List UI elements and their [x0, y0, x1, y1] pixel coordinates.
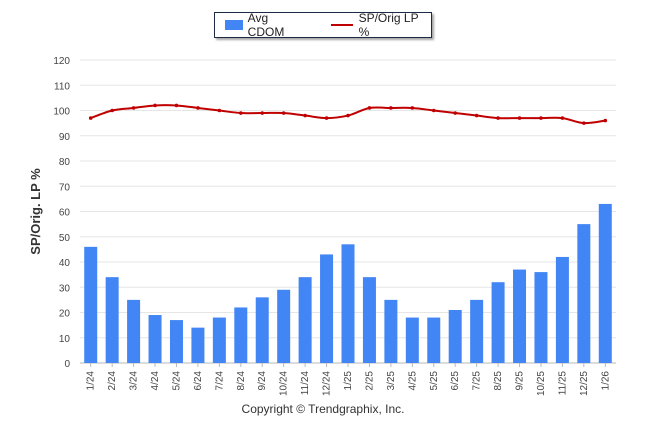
point-12/25 [582, 121, 586, 125]
x-tick-label: 6/24 [193, 371, 204, 391]
y-tick-label: 10 [59, 334, 71, 345]
point-5/24 [174, 103, 179, 108]
x-tick-label: 11/25 [557, 371, 568, 396]
x-tick-label: 8/24 [236, 371, 247, 391]
x-tick-label: 12/24 [322, 371, 333, 396]
x-tick-label: 1/25 [343, 371, 354, 391]
bar-1/26 [598, 203, 612, 363]
bar-2/25 [362, 277, 376, 363]
x-tick-label: 9/25 [515, 371, 526, 391]
point-7/25 [474, 113, 479, 118]
x-tick-label: 11/24 [300, 371, 311, 396]
bar-12/25 [577, 224, 591, 363]
x-tick-label: 2/24 [107, 371, 118, 391]
x-tick-label: 2/25 [364, 371, 375, 391]
y-tick-label: 70 [59, 182, 71, 193]
point-11/24 [303, 113, 307, 118]
point-3/24 [131, 106, 136, 110]
x-tick-label: 4/25 [407, 371, 418, 391]
bar-5/24 [169, 320, 183, 363]
x-tick-label: 9/24 [257, 371, 268, 391]
bar-12/24 [320, 254, 334, 363]
x-tick-label: 7/24 [214, 371, 225, 391]
point-3/25 [389, 106, 393, 110]
y-tick-label: 120 [53, 56, 70, 67]
point-1/25 [346, 113, 350, 118]
x-tick-label: 3/25 [386, 371, 397, 391]
bar-3/25 [384, 299, 398, 363]
x-tick-label: 4/24 [150, 371, 161, 391]
point-10/24 [281, 111, 286, 115]
bar-11/25 [555, 256, 569, 363]
legend-item-avg-cdom[interactable]: Avg CDOM [225, 11, 307, 39]
point-8/24 [239, 111, 243, 115]
x-tick-label: 1/26 [600, 371, 611, 391]
point-6/24 [196, 106, 200, 110]
bar-10/25 [534, 272, 548, 363]
point-2/25 [367, 106, 372, 110]
point-10/25 [539, 116, 543, 120]
point-4/25 [410, 106, 415, 110]
y-tick-label: 80 [59, 157, 71, 168]
y-axis-title: SP/Orig. LP % [28, 168, 43, 255]
bar-8/24 [234, 307, 248, 363]
x-tick-label: 10/25 [536, 371, 547, 396]
y-tick-label: 40 [59, 258, 71, 269]
point-2/24 [110, 108, 114, 113]
bar-9/24 [255, 297, 269, 363]
point-11/25 [560, 116, 565, 120]
y-tick-label: 50 [59, 233, 71, 244]
bar-6/25 [448, 309, 462, 363]
legend-swatch-avg-cdom [225, 20, 243, 30]
point-7/24 [217, 108, 222, 113]
bar-7/25 [470, 299, 484, 363]
bar-10/24 [277, 289, 291, 363]
bar-3/24 [127, 299, 141, 363]
bar-1/24 [84, 246, 98, 363]
point-1/24 [88, 116, 93, 120]
point-12/24 [324, 116, 329, 120]
bar-7/24 [212, 317, 226, 363]
point-9/24 [260, 111, 265, 115]
bar-2/24 [105, 277, 119, 363]
y-tick-label: 0 [64, 359, 70, 370]
point-6/25 [453, 111, 458, 115]
y-tick-label: 60 [59, 208, 71, 219]
legend-label-avg-cdom: Avg CDOM [247, 11, 285, 39]
legend-item-sp-orig-lp[interactable]: SP/Orig LP % [330, 11, 431, 39]
bar-1/25 [341, 244, 355, 363]
y-tick-label: 110 [54, 81, 70, 92]
x-tick-label: 3/24 [129, 371, 140, 391]
x-tick-label: 12/25 [579, 371, 590, 396]
y-tick-label: 100 [53, 107, 70, 118]
legend: Avg CDOM SP/Orig LP % [214, 11, 432, 39]
x-tick-label: 6/25 [450, 371, 461, 391]
x-tick-label: 10/24 [279, 371, 290, 396]
legend-label-sp-orig-lp: SP/Orig LP % [358, 11, 419, 39]
bar-8/25 [491, 282, 505, 363]
point-8/25 [496, 116, 500, 120]
point-4/24 [153, 103, 157, 108]
point-5/25 [431, 108, 436, 113]
legend-swatch-sp-orig-lp [330, 24, 353, 26]
x-tick-label: 5/24 [171, 371, 182, 391]
bar-11/24 [298, 277, 312, 363]
point-1/26 [603, 118, 608, 123]
bar-5/25 [427, 317, 441, 363]
x-tick-label: 8/25 [493, 371, 504, 391]
bar-6/24 [191, 327, 205, 363]
bar-9/25 [513, 269, 527, 363]
copyright-text: Copyright © Trendgraphix, Inc. [241, 402, 405, 416]
point-9/25 [517, 116, 522, 120]
bar-4/24 [148, 315, 162, 363]
x-tick-label: 7/25 [472, 371, 483, 391]
y-tick-label: 30 [59, 283, 71, 294]
y-tick-label: 20 [59, 309, 71, 320]
bar-4/25 [405, 317, 419, 363]
x-tick-label: 1/24 [86, 371, 97, 391]
x-tick-label: 5/25 [429, 371, 440, 391]
y-tick-label: 90 [59, 132, 71, 143]
